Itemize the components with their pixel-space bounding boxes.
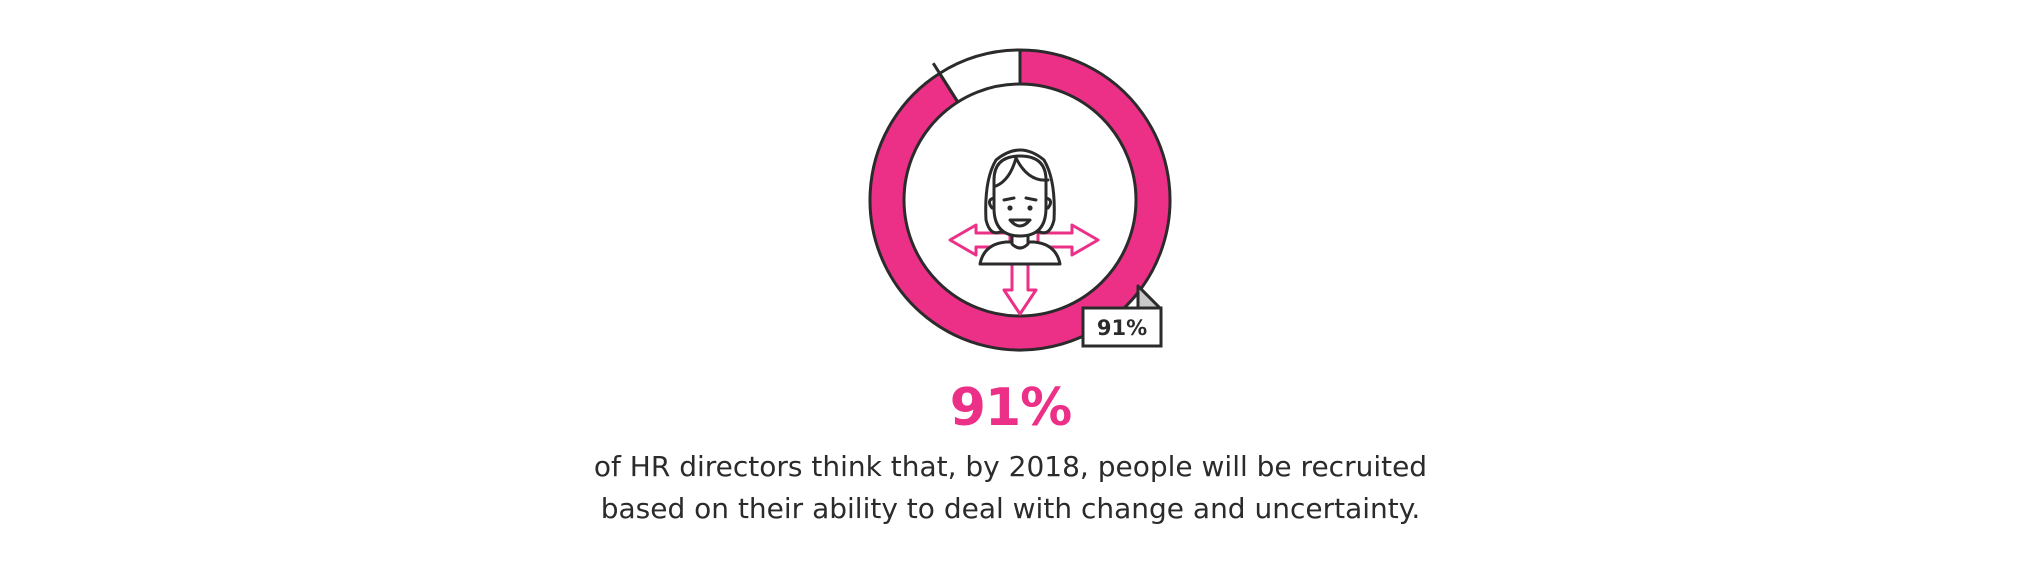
person-mouth <box>1008 218 1032 228</box>
data-label-91-percent: 91% <box>1097 316 1147 340</box>
caption-line-1: of HR directors think that, by 2018, peo… <box>593 450 1428 483</box>
person-eye-left <box>1007 205 1013 211</box>
headline-statistic: 91% <box>949 378 1072 438</box>
donut-chart: 91% <box>868 48 1172 352</box>
right-arrow-icon <box>1036 223 1100 257</box>
person-with-arrows-icon <box>948 148 1100 316</box>
person-eyebrow-left <box>1002 196 1016 202</box>
person-body <box>978 240 1062 266</box>
person-ear-left <box>987 196 996 210</box>
person-eyebrow-right <box>1024 196 1038 202</box>
person-eye-right <box>1027 205 1033 211</box>
data-label-box: 91% <box>1081 306 1163 348</box>
data-label-background <box>1081 306 1163 348</box>
caption-line-2: based on their ability to deal with chan… <box>600 492 1421 525</box>
statistic-caption: of HR directors think that, by 2018, peo… <box>0 446 2021 530</box>
person-ear-right <box>1044 196 1053 210</box>
data-label-pointer <box>1136 284 1162 310</box>
person-hair-fringe <box>994 156 1050 188</box>
